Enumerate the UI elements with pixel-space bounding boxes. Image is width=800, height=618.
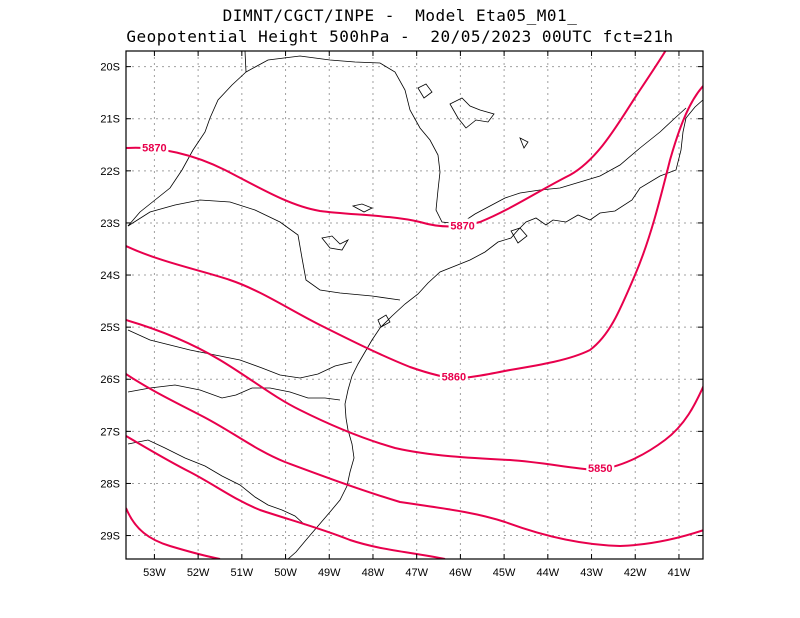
- state-border: [519, 107, 687, 194]
- lat-tick-label: 21S: [100, 114, 120, 126]
- lat-tick-label: 23S: [100, 218, 120, 230]
- bay-outline: [510, 227, 528, 244]
- coastline: [287, 99, 703, 559]
- contour-label: 5870: [142, 142, 166, 154]
- lat-tick-label: 24S: [100, 270, 120, 282]
- axis-ticks: [126, 51, 703, 559]
- map-title-line1: DIMNT/CGCT/INPE - Model Eta05_M01_: [222, 6, 578, 25]
- coastline-layer: [127, 51, 703, 559]
- contour-label-bg: [140, 140, 169, 154]
- lon-tick-label: 52W: [187, 567, 210, 579]
- contour-label-bg: [439, 369, 468, 383]
- state-border: [245, 55, 521, 225]
- state-border: [127, 329, 353, 379]
- lat-tick-label: 22S: [100, 166, 120, 178]
- contour-line-5860-east: [449, 84, 703, 380]
- contour-layer: [126, 51, 703, 559]
- longitude-labels: 53W 52W 51W 50W 49W 48W 47W 46W 45W 44W 43W 42W 41W: [143, 567, 691, 579]
- latitude-labels: 20S 21S 22S 23S 24S 25S 26S 27S 28S 29S: [100, 62, 120, 543]
- contour-label-bg: [586, 460, 615, 474]
- state-border: [127, 439, 306, 526]
- state-border: [127, 384, 341, 401]
- lon-tick-label: 46W: [449, 567, 472, 579]
- reservoir-outline: [519, 137, 529, 149]
- reservoir-outline: [449, 97, 495, 129]
- lon-tick-label: 45W: [493, 567, 516, 579]
- lat-tick-label: 25S: [100, 322, 120, 334]
- contour-line-5870: [126, 51, 667, 228]
- lon-tick-label: 49W: [318, 567, 341, 579]
- lon-tick-label: 44W: [537, 567, 560, 579]
- lat-tick-label: 26S: [100, 374, 120, 386]
- contour-labels: 5870 5870 5860 5850: [140, 140, 615, 475]
- map-title-line2: Geopotential Height 500hPa - 20/05/2023 …: [126, 27, 674, 46]
- contour-label: 5850: [588, 463, 612, 475]
- contour-line-5830: [126, 435, 446, 559]
- lon-tick-label: 50W: [274, 567, 297, 579]
- contour-line-5820: [126, 507, 221, 559]
- lon-tick-label: 53W: [143, 567, 166, 579]
- state-border: [127, 51, 247, 227]
- lat-tick-label: 28S: [100, 478, 120, 490]
- reservoir-outline: [321, 235, 350, 251]
- island-outline: [377, 314, 391, 328]
- contour-line-5860: [126, 245, 461, 380]
- grid-lines: [126, 51, 703, 559]
- lon-tick-label: 43W: [580, 567, 603, 579]
- map-frame: [125, 50, 704, 560]
- lon-tick-label: 42W: [624, 567, 647, 579]
- contour-label-bg: [448, 218, 477, 232]
- lat-tick-label: 20S: [100, 62, 120, 74]
- contour-line-5850: [126, 319, 703, 472]
- lon-tick-label: 47W: [405, 567, 428, 579]
- lat-tick-label: 29S: [100, 531, 120, 543]
- contour-label: 5860: [442, 372, 466, 384]
- lat-tick-label: 27S: [100, 426, 120, 438]
- lon-tick-label: 51W: [231, 567, 254, 579]
- contour-line-5840: [126, 373, 703, 548]
- reservoir-outline: [351, 203, 373, 213]
- state-border: [127, 199, 401, 301]
- reservoir-outline: [417, 83, 433, 99]
- contour-label: 5870: [450, 221, 474, 233]
- lon-tick-label: 48W: [362, 567, 385, 579]
- lon-tick-label: 41W: [668, 567, 691, 579]
